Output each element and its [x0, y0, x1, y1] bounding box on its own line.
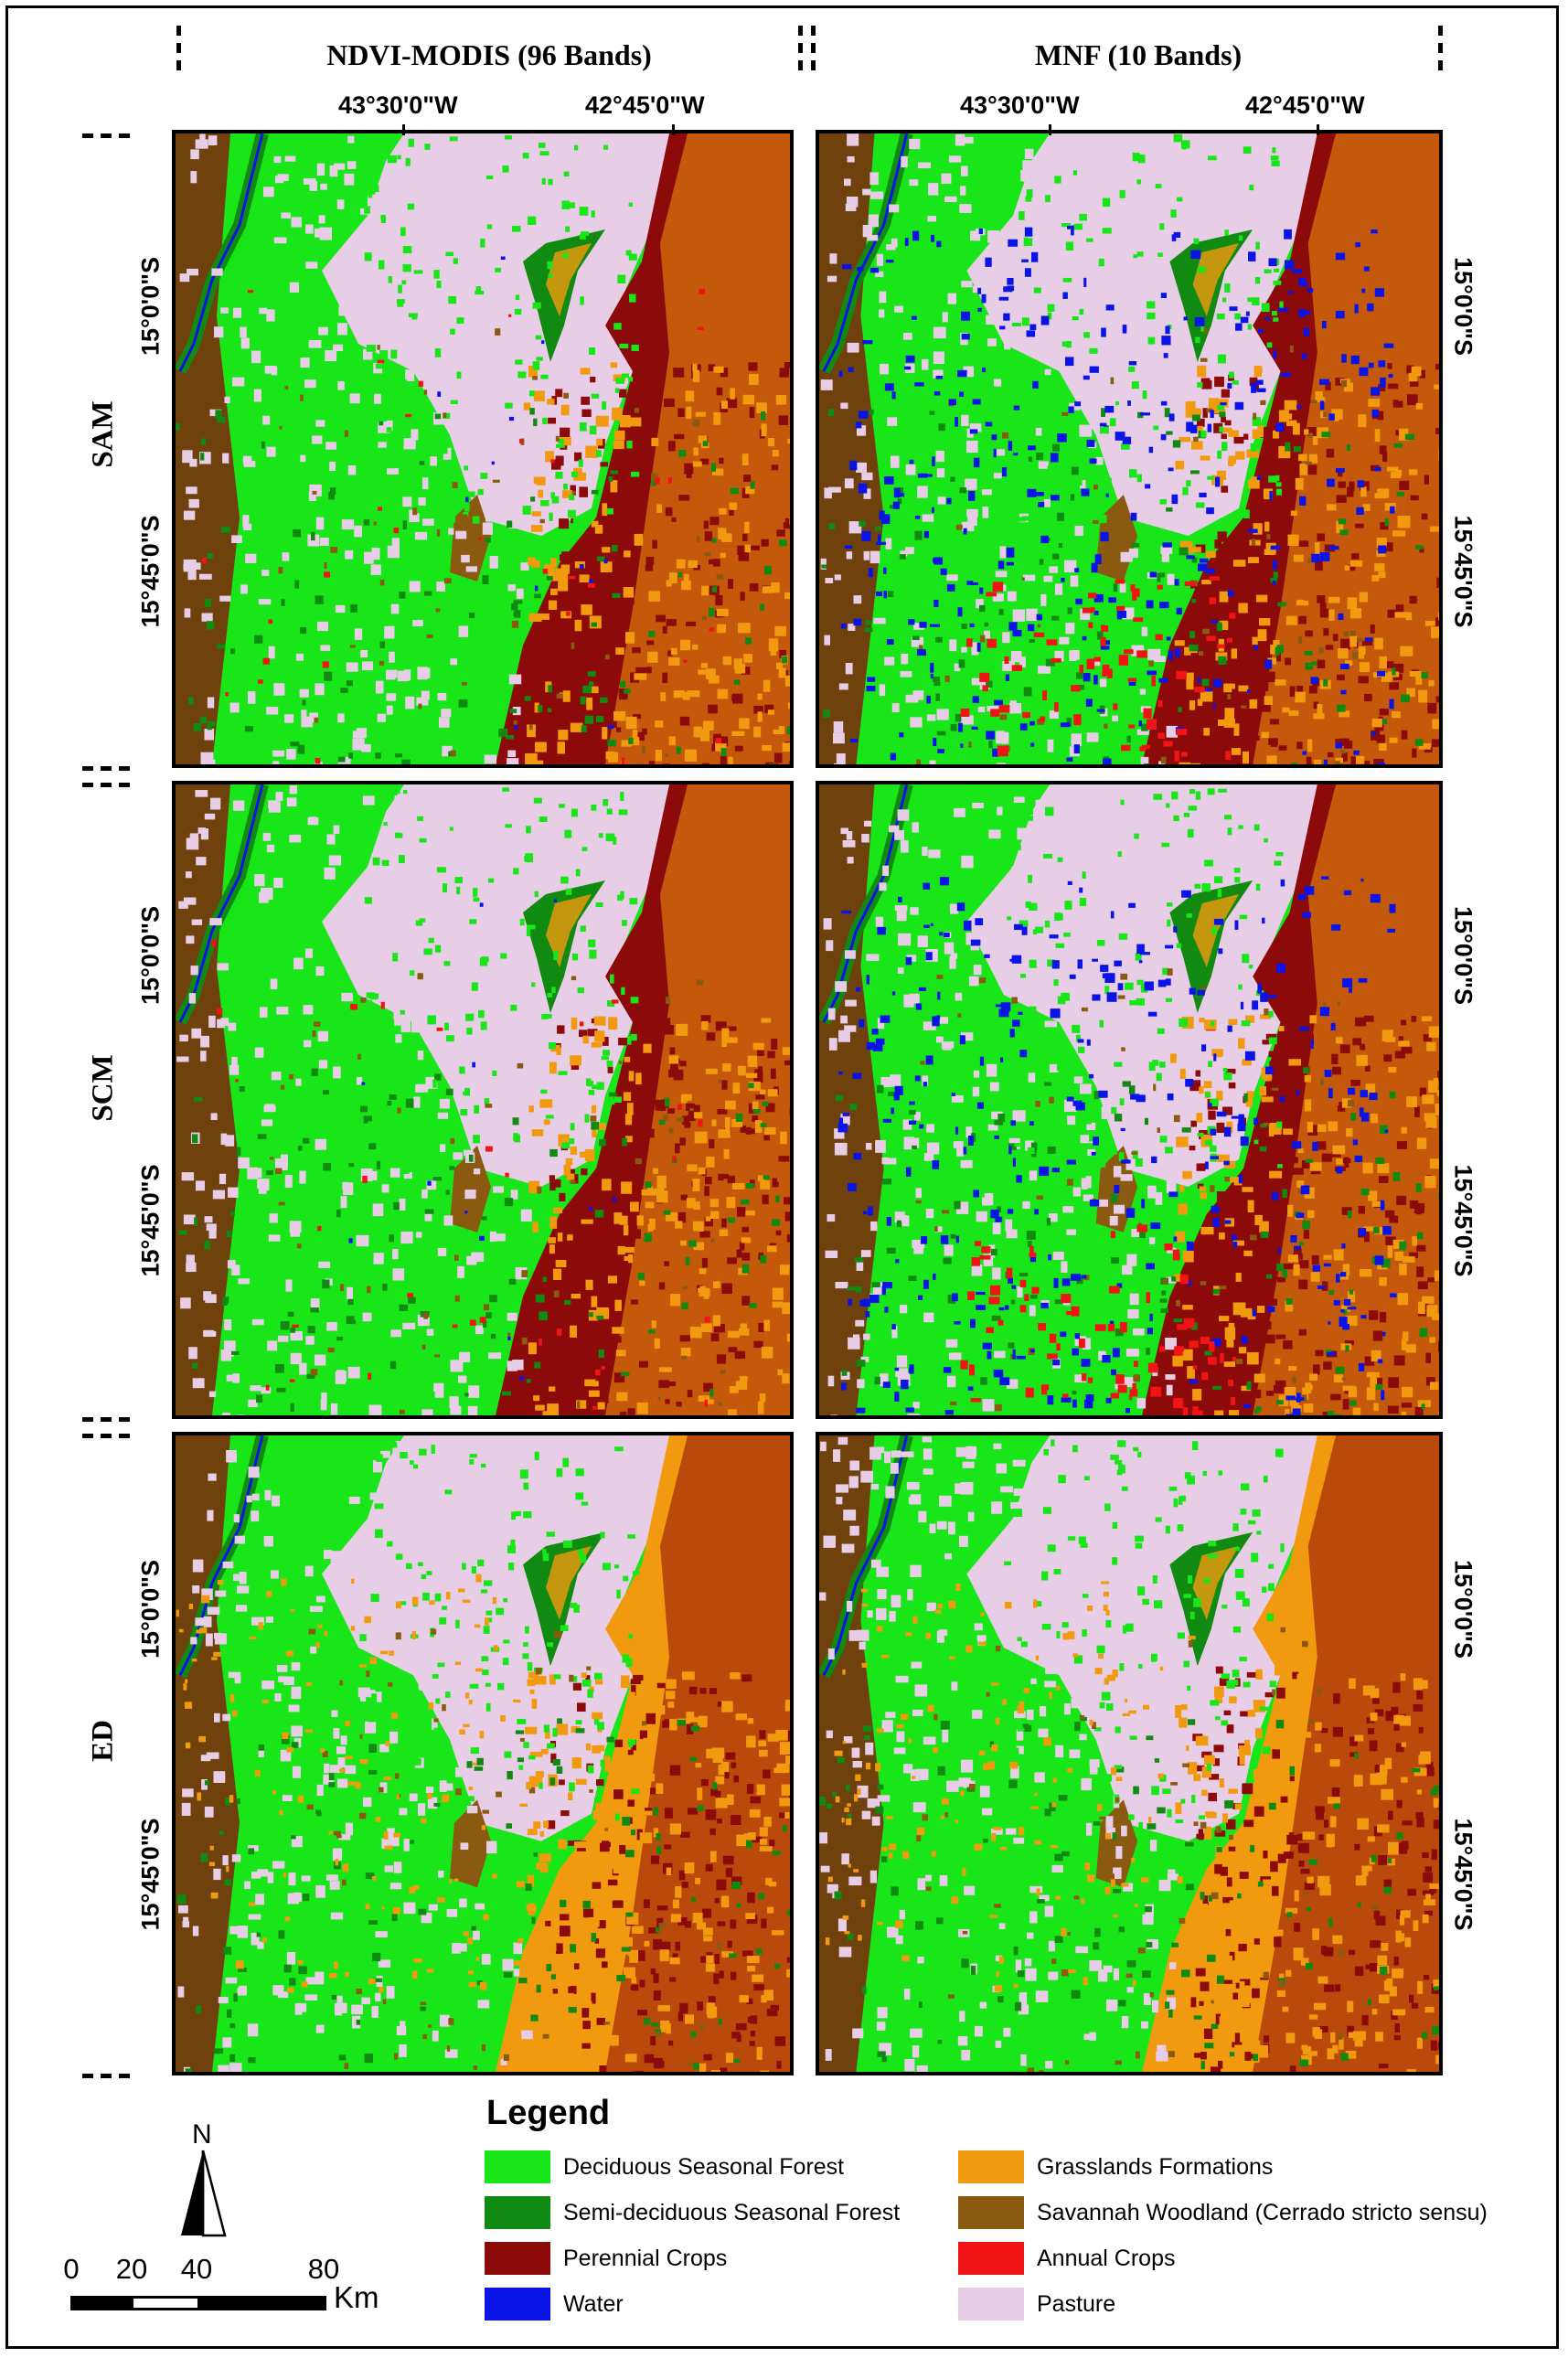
legend-label: Grasslands Formations [1037, 2153, 1274, 2180]
legend-label: Semi-deciduous Seasonal Forest [563, 2199, 901, 2225]
legend-swatch [958, 2150, 1024, 2183]
scale-label: 20 [115, 2253, 148, 2285]
latitude-label: 15°45'0"S [1449, 515, 1477, 628]
map-panel-scm-ndvi [172, 781, 794, 1419]
legend-title: Legend [486, 2094, 611, 2132]
latitude-label: 15°0'0"S [1449, 256, 1477, 357]
map-panel-sam-ndvi [172, 130, 794, 768]
latitude-label: 15°45'0"S [136, 515, 165, 628]
scale-label: 0 [63, 2253, 80, 2285]
latitude-label: 15°45'0"S [136, 1164, 165, 1277]
classification-map [176, 784, 790, 1415]
latitude-label: 15°0'0"S [136, 905, 165, 1006]
longitude-tick [1049, 124, 1051, 135]
legend-label: Annual Crops [1037, 2245, 1176, 2271]
legend-label: Pasture [1037, 2290, 1116, 2317]
longitude-tick [1317, 124, 1319, 135]
legend-swatch [958, 2196, 1024, 2229]
north-arrow-icon [181, 2150, 227, 2237]
legend-swatch [958, 2288, 1024, 2321]
row-separator [82, 1417, 130, 1422]
row-separator [82, 2074, 130, 2078]
latitude-label: 15°0'0"S [1449, 905, 1477, 1006]
map-panel-scm-mnf [816, 781, 1443, 1419]
classification-map [819, 784, 1439, 1415]
legend-label: Perennial Crops [563, 2245, 728, 2271]
latitude-label: 15°45'0"S [136, 1818, 165, 1931]
row-label-ed: ED [86, 1720, 120, 1762]
legend-swatch [485, 2242, 550, 2275]
legend-item: Annual Crops [958, 2242, 1175, 2275]
legend-item: Pasture [958, 2288, 1115, 2321]
scale-label: 40 [180, 2253, 213, 2285]
classification-map [819, 1435, 1439, 2072]
column-separator [176, 26, 181, 77]
legend-item: Deciduous Seasonal Forest [485, 2150, 844, 2183]
figure-frame [5, 5, 1559, 2349]
longitude-label: 43°30'0"W [338, 91, 458, 119]
legend-swatch [485, 2150, 550, 2183]
longitude-label: 43°30'0"W [960, 91, 1080, 119]
map-panel-ed-ndvi [172, 1432, 794, 2075]
column-separator [1438, 26, 1443, 77]
column-separator [798, 26, 803, 77]
row-separator [82, 1434, 130, 1438]
longitude-tick [672, 124, 675, 135]
row-separator [82, 783, 130, 787]
legend-item: Semi-deciduous Seasonal Forest [485, 2196, 900, 2229]
classification-map [819, 133, 1439, 764]
map-panel-sam-mnf [816, 130, 1443, 768]
legend-item: Perennial Crops [485, 2242, 727, 2275]
scale-label: 80 [307, 2253, 340, 2285]
north-arrow-label: N [192, 2119, 212, 2150]
column-header-ndvi: NDVI-MODIS (96 Bands) [326, 38, 652, 71]
column-separator [811, 26, 816, 77]
latitude-label: 15°45'0"S [1449, 1164, 1477, 1277]
latitude-label: 15°0'0"S [136, 256, 165, 357]
legend-label: Water [563, 2290, 624, 2317]
scale-unit: Km [334, 2280, 379, 2314]
column-header-mnf: MNF (10 Bands) [1034, 38, 1243, 71]
legend-item: Grasslands Formations [958, 2150, 1273, 2183]
row-label-scm: SCM [86, 1054, 120, 1122]
legend-swatch [485, 2288, 550, 2321]
map-panel-ed-mnf [816, 1432, 1443, 2075]
row-separator [82, 766, 130, 771]
scale-bar [70, 2296, 326, 2310]
latitude-label: 15°0'0"S [136, 1559, 165, 1659]
legend-label: Savannah Woodland (Cerrado stricto sensu… [1037, 2199, 1488, 2225]
latitude-label: 15°0'0"S [1449, 1559, 1477, 1659]
longitude-label: 42°45'0"W [1245, 91, 1365, 119]
legend-label: Deciduous Seasonal Forest [563, 2153, 845, 2180]
row-separator [82, 133, 130, 138]
legend-swatch [485, 2196, 550, 2229]
row-label-sam: SAM [86, 400, 120, 468]
classification-map [176, 1435, 790, 2072]
legend-item: Savannah Woodland (Cerrado stricto sensu… [958, 2196, 1488, 2229]
longitude-label: 42°45'0"W [585, 91, 705, 119]
latitude-label: 15°45'0"S [1449, 1818, 1477, 1931]
classification-map [176, 133, 790, 764]
legend-item: Water [485, 2288, 624, 2321]
longitude-tick [402, 124, 405, 135]
legend-swatch [958, 2242, 1024, 2275]
